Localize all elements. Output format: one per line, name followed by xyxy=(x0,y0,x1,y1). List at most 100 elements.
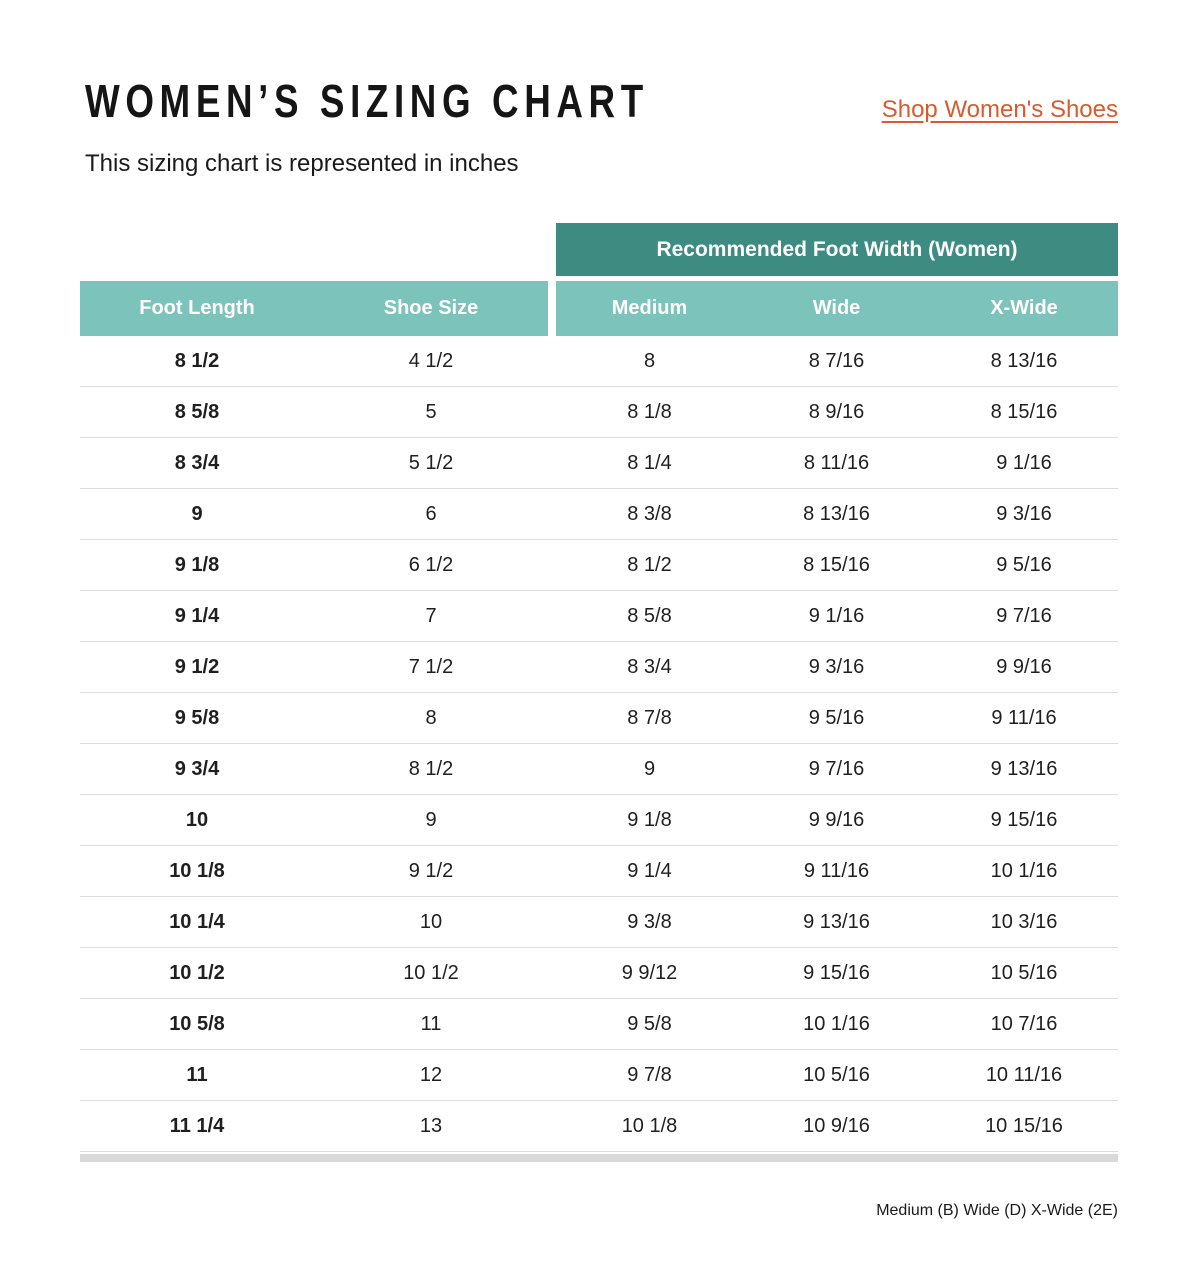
table-row: 9 1/8 6 1/2 8 1/2 8 15/16 9 5/16 xyxy=(80,540,1118,591)
page-title: WOMEN’S SIZING CHART xyxy=(85,75,649,127)
table-row: 8 3/4 5 1/2 8 1/4 8 11/16 9 1/16 xyxy=(80,438,1118,489)
table-cell: 10 1/16 xyxy=(803,1012,870,1035)
table-cell: 9 xyxy=(643,757,656,780)
table-row: 9 6 8 3/8 8 13/16 9 3/16 xyxy=(80,489,1118,540)
table-cell: 10 7/16 xyxy=(990,1012,1058,1035)
page-subtitle: This sizing chart is represented in inch… xyxy=(85,150,519,177)
table-cell: 9 xyxy=(425,808,437,831)
table-cell: 9 11/16 xyxy=(803,859,870,882)
table-cell: 10 1/2 xyxy=(403,961,459,984)
table-cell: 10 5/8 xyxy=(169,1012,225,1035)
table-cell: 9 3/16 xyxy=(808,655,865,678)
table-cell: 7 1/2 xyxy=(408,655,454,678)
table-cell: 4 1/2 xyxy=(408,349,454,372)
table-cell: 5 xyxy=(425,400,437,423)
table-bottom-bar xyxy=(80,1154,1118,1162)
table-cell: 9 5/16 xyxy=(808,706,865,729)
table-row: 11 12 9 7/8 10 5/16 10 11/16 xyxy=(80,1050,1118,1101)
table-cell: 8 1/2 xyxy=(627,553,672,576)
table-cell: 10 1/16 xyxy=(990,859,1058,882)
table-row: 8 5/8 5 8 1/8 8 9/16 8 15/16 xyxy=(80,387,1118,438)
table-cell: 9 15/16 xyxy=(990,808,1058,831)
table-cell: 10 5/16 xyxy=(803,1063,870,1086)
table-cell: 11 xyxy=(186,1063,208,1086)
table-cell: 9 9/12 xyxy=(621,961,678,984)
table-cell: 9 1/4 xyxy=(174,604,220,627)
table-cell: 11 1/4 xyxy=(169,1114,225,1137)
table-cell: 12 xyxy=(419,1063,443,1086)
table-cell: 8 5/8 xyxy=(627,604,672,627)
column-header-foot-length: Foot Length xyxy=(139,297,255,319)
table-cell: 9 7/16 xyxy=(996,604,1052,627)
table-cell: 8 7/16 xyxy=(808,349,865,372)
table-cell: 8 1/8 xyxy=(627,400,672,423)
table-row: 9 3/4 8 1/2 9 9 7/16 9 13/16 xyxy=(80,744,1118,795)
table-cell: 10 11/16 xyxy=(985,1063,1063,1086)
table-row: 9 1/4 7 8 5/8 9 1/16 9 7/16 xyxy=(80,591,1118,642)
table-cell: 11 xyxy=(420,1012,442,1035)
column-header-left-block: Foot Length Shoe Size xyxy=(80,281,548,336)
table-cell: 10 1/8 xyxy=(169,859,225,882)
table-cell: 9 1/2 xyxy=(174,655,220,678)
column-header-wide: Wide xyxy=(812,297,861,319)
page: WOMEN’S SIZING CHART Shop Women's Shoes … xyxy=(80,78,1118,1219)
column-header-row: Foot Length Shoe Size Medium Wide X-Wide xyxy=(80,281,1118,336)
column-header-medium: Medium xyxy=(611,297,688,319)
table-cell: 9 11/16 xyxy=(991,706,1057,729)
table-cell: 8 13/16 xyxy=(990,349,1058,372)
table-cell: 10 1/4 xyxy=(169,910,225,933)
group-header-recommended-foot-width: Recommended Foot Width (Women) xyxy=(556,223,1118,276)
table-cell: 9 15/16 xyxy=(803,961,870,984)
table-cell: 8 1/2 xyxy=(174,349,220,372)
column-header-gap xyxy=(548,281,556,336)
table-row: 9 5/8 8 8 7/8 9 5/16 9 11/16 xyxy=(80,693,1118,744)
table-cell: 9 5/8 xyxy=(627,1012,672,1035)
table-cell: 8 9/16 xyxy=(808,400,865,423)
table-cell: 10 5/16 xyxy=(990,961,1058,984)
table-body: 8 1/2 4 1/2 8 8 7/16 8 13/16 8 5/8 5 8 1/8 8 9/1… xyxy=(80,336,1118,1152)
table-cell: 10 15/16 xyxy=(985,1114,1063,1137)
table-row: 11 1/4 13 10 1/8 10 9/16 10 15/16 xyxy=(80,1101,1118,1152)
column-header-x-wide: X-Wide xyxy=(990,297,1058,319)
table-cell: 8 1/4 xyxy=(627,451,672,474)
sizing-table: Recommended Foot Width (Women) Foot Leng… xyxy=(80,223,1118,1162)
table-cell: 9 9/16 xyxy=(808,808,865,831)
group-header-spacer xyxy=(80,223,556,276)
table-cell: 9 7/16 xyxy=(808,757,865,780)
table-cell: 10 xyxy=(185,808,209,831)
shop-womens-shoes-link[interactable]: Shop Women's Shoes xyxy=(881,96,1118,123)
table-cell: 9 5/8 xyxy=(174,706,220,729)
table-cell: 8 3/8 xyxy=(627,502,672,525)
table-cell: 8 15/16 xyxy=(803,553,870,576)
table-row: 10 1/2 10 1/2 9 9/12 9 15/16 10 5/16 xyxy=(80,948,1118,999)
table-cell: 9 9/16 xyxy=(996,655,1052,678)
table-cell: 8 xyxy=(425,706,437,729)
table-row: 10 1/4 10 9 3/8 9 13/16 10 3/16 xyxy=(80,897,1118,948)
table-cell: 8 3/4 xyxy=(174,451,220,474)
table-cell: 6 xyxy=(425,502,437,525)
table-cell: 9 3/4 xyxy=(174,757,220,780)
table-cell: 9 3/8 xyxy=(627,910,672,933)
width-legend: Medium (B) Wide (D) X-Wide (2E) xyxy=(876,1202,1118,1219)
table-cell: 10 xyxy=(419,910,443,933)
table-cell: 9 13/16 xyxy=(803,910,870,933)
table-cell: 10 1/2 xyxy=(169,961,225,984)
table-cell: 9 1/16 xyxy=(996,451,1052,474)
page-header: WOMEN’S SIZING CHART Shop Women's Shoes xyxy=(85,78,1118,124)
table-cell: 10 9/16 xyxy=(803,1114,870,1137)
table-row: 9 1/2 7 1/2 8 3/4 9 3/16 9 9/16 xyxy=(80,642,1118,693)
column-header-shoe-size: Shoe Size xyxy=(383,297,479,319)
table-cell: 7 xyxy=(425,604,437,627)
table-cell: 9 5/16 xyxy=(996,553,1052,576)
table-cell: 9 3/16 xyxy=(996,502,1052,525)
table-cell: 9 1/8 xyxy=(174,553,220,576)
table-cell: 9 13/16 xyxy=(990,757,1058,780)
table-cell: 10 1/8 xyxy=(621,1114,678,1137)
table-cell: 8 7/8 xyxy=(627,706,672,729)
table-cell: 10 3/16 xyxy=(990,910,1058,933)
table-row: 10 9 9 1/8 9 9/16 9 15/16 xyxy=(80,795,1118,846)
table-cell: 13 xyxy=(419,1114,443,1137)
table-cell: 5 1/2 xyxy=(408,451,454,474)
table-cell: 9 1/2 xyxy=(408,859,454,882)
table-row: 10 1/8 9 1/2 9 1/4 9 11/16 10 1/16 xyxy=(80,846,1118,897)
